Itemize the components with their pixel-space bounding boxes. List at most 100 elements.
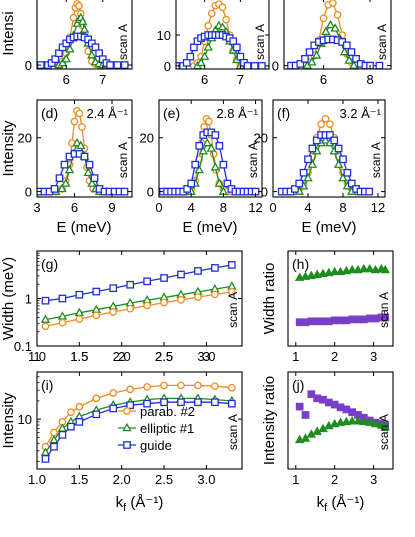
data-point-parab [194, 293, 202, 301]
scan-label: scan A [375, 24, 389, 60]
x-tick-label: 7 [99, 72, 106, 87]
x-tick-label: 4 [188, 200, 195, 215]
data-point-parab [126, 385, 135, 394]
axes-frame [36, 371, 243, 470]
data-point-guide [126, 280, 135, 289]
data-point-guide [75, 290, 84, 299]
data-point-elliptic [210, 162, 221, 171]
axes-frame [283, 0, 392, 70]
plot-area-g [40, 261, 237, 331]
legend-marker-guide [123, 441, 131, 449]
data-point-parab [319, 14, 328, 23]
plot-area-d [37, 106, 129, 196]
data-point-ratio_purple [381, 313, 390, 322]
data-point-parab [204, 21, 213, 30]
data-point-elliptic [300, 271, 311, 280]
panel-label: (e) [163, 105, 180, 121]
x-tick-label: 1.5 [70, 349, 88, 364]
momentum-label: 3.2 Å⁻¹ [339, 106, 381, 121]
data-point-elliptic [359, 416, 369, 426]
data-point-elliptic [65, 44, 75, 53]
y-axis-label: Intensity [0, 392, 17, 448]
data-point-elliptic [303, 173, 313, 182]
legend-label-parab: parab. #2 [140, 404, 195, 419]
x-tick-label: 2.0 [113, 472, 131, 487]
data-point-guide [177, 270, 185, 279]
data-point-guide [308, 144, 317, 153]
data-point-parab [321, 115, 330, 123]
axes-frame [287, 250, 394, 347]
data-point-parab [222, 15, 230, 24]
data-point-elliptic [370, 264, 381, 274]
data-point-guide [113, 61, 122, 69]
x-tick-label: 2.5 [155, 472, 173, 487]
data-point-elliptic [108, 301, 118, 310]
x-axis-label-energy: E (meV) [301, 219, 356, 236]
scan-label: scan A [116, 142, 130, 178]
data-point-guide [236, 52, 245, 61]
legend-label-elliptic: elliptic #1 [140, 421, 194, 436]
data-point-guide [58, 294, 67, 303]
panel-label: (g) [41, 256, 58, 272]
series-line-guide [163, 131, 256, 193]
x-axis-label-energy: E (meV) [182, 219, 237, 236]
data-point-guide [375, 61, 384, 69]
data-point-parab [67, 408, 75, 417]
data-point-parab [75, 402, 84, 411]
data-point-elliptic [324, 267, 334, 277]
data-point-elliptic [217, 22, 228, 31]
data-point-parab [69, 13, 78, 22]
data-point-elliptic [364, 263, 375, 273]
data-point-guide [243, 62, 252, 69]
data-point-ratio_purple [307, 390, 316, 399]
data-point-elliptic [307, 57, 317, 66]
data-point-ratio_purple [301, 411, 310, 419]
data-point-guide [330, 136, 339, 145]
data-point-guide [299, 168, 308, 177]
data-point-elliptic [364, 417, 375, 426]
axes-frame [287, 371, 394, 470]
data-point-guide [67, 422, 75, 431]
data-point-guide [194, 267, 202, 275]
data-point-elliptic [380, 264, 390, 274]
data-point-elliptic [306, 270, 317, 279]
data-point-guide [326, 131, 334, 139]
data-point-guide [160, 398, 168, 407]
data-point-parab [50, 428, 58, 437]
x-tick-label: 0 [269, 200, 276, 215]
data-point-elliptic [370, 418, 381, 428]
data-point-guide [301, 55, 309, 63]
data-point-elliptic [294, 272, 305, 281]
axes-frame [36, 99, 133, 198]
panel-b: 6 7 0 10 scan A [157, 0, 270, 87]
x-tick-label: 1 [33, 349, 40, 364]
y-axis-label: Width ratio [261, 263, 278, 335]
x-tick-label: 2 [331, 472, 338, 487]
data-point-guide [92, 287, 101, 296]
data-point-elliptic [347, 416, 357, 425]
data-point-guide [109, 284, 118, 293]
data-point-elliptic [312, 269, 322, 278]
x-tick-label: 2 [331, 349, 338, 364]
data-point-elliptic [341, 416, 352, 426]
data-point-elliptic [61, 54, 71, 63]
data-point-elliptic [57, 183, 67, 193]
data-point-guide [85, 160, 94, 169]
panel-label: (i) [41, 377, 53, 393]
panel-d: 3 6 9 0 20 (d) 2.4 Å⁻¹ scan A Intensity [0, 99, 133, 215]
data-point-parab [58, 318, 67, 327]
data-point-elliptic [333, 159, 344, 168]
legend-marker-elliptic [122, 422, 132, 432]
data-point-guide [305, 48, 314, 56]
axes-frame [175, 0, 270, 70]
data-point-guide [190, 43, 198, 52]
y-tick-label: 20 [254, 131, 268, 146]
legend-label-guide: guide [140, 438, 172, 453]
plot-area-j [294, 390, 390, 444]
data-point-elliptic [353, 264, 363, 274]
panel-a: 6 7 0 scan A Intensi [0, 0, 133, 87]
data-point-elliptic [77, 16, 88, 25]
panel-label: (d) [41, 105, 58, 121]
y-axis-label: Intensi [0, 11, 17, 55]
